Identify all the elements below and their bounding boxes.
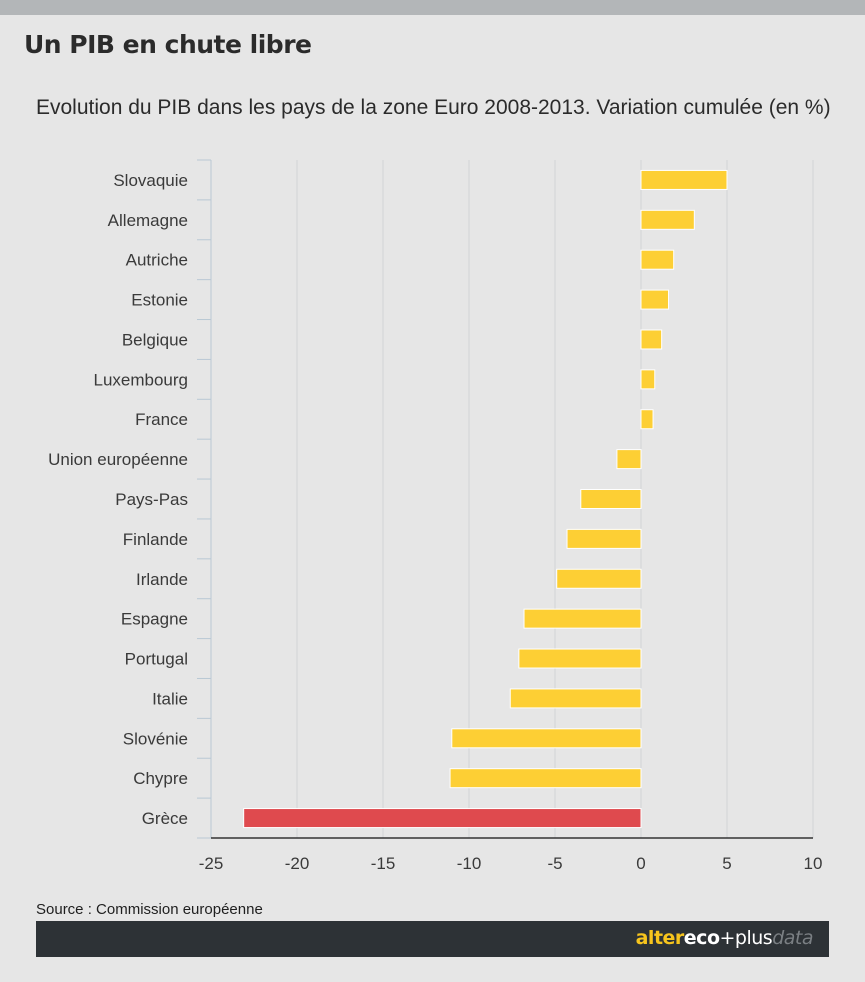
x-tick-label: -25 (199, 854, 224, 873)
category-label: Estonie (131, 291, 188, 310)
category-label: Irlande (136, 570, 188, 589)
brand-eco: eco (683, 927, 720, 949)
bar-chart: Slovaquie Allemagne Autriche Estonie Belgiqu… (48, 159, 823, 873)
bar (509, 688, 642, 709)
bar (451, 728, 642, 749)
bar (566, 528, 642, 549)
brand-data: data (772, 927, 813, 949)
brand-logo: altereco+plusdata (635, 927, 814, 949)
category-label: Belgique (122, 330, 188, 349)
brand-alter: alter (635, 927, 685, 949)
bar (640, 209, 695, 230)
x-tick-label: -15 (371, 854, 396, 873)
category-label: Grèce (142, 809, 188, 828)
brand-plus: +plus (719, 927, 773, 949)
bars (243, 169, 728, 829)
chart-subtitle: Evolution du PIB dans les pays de la zon… (36, 96, 831, 119)
category-label: Allemagne (108, 211, 188, 230)
bar (616, 449, 642, 470)
category-label: Portugal (125, 650, 188, 669)
chart-title: Un PIB en chute libre (24, 30, 312, 59)
bar (640, 249, 675, 270)
bar (243, 808, 642, 829)
category-label: Chypre (133, 769, 188, 788)
bar (640, 169, 728, 190)
category-label: Union européenne (48, 450, 188, 469)
category-label: Finlande (123, 530, 188, 549)
category-labels: Slovaquie Allemagne Autriche Estonie Belgiqu… (48, 171, 188, 828)
category-label: Espagne (121, 610, 188, 629)
bar (449, 768, 642, 789)
category-label: France (135, 410, 188, 429)
x-tick-label: -5 (547, 854, 562, 873)
x-tick-label: -20 (285, 854, 310, 873)
category-label: Slovénie (123, 729, 188, 748)
bar (640, 289, 670, 310)
bar (523, 608, 642, 629)
category-label: Italie (152, 689, 188, 708)
grid-lines (296, 160, 814, 838)
x-tick-label: -10 (457, 854, 482, 873)
x-tick-label: 0 (636, 854, 645, 873)
x-tick-labels: -25 -20 -15 -10 -5 0 5 10 (199, 854, 823, 873)
bar (640, 329, 663, 350)
bar (640, 369, 656, 390)
bar (556, 568, 642, 589)
footer-bar: altereco+plusdata (36, 921, 829, 957)
x-tick-label: 10 (804, 854, 823, 873)
source-note: Source : Commission européenne (36, 901, 263, 918)
bar (580, 489, 642, 509)
x-tick-label: 5 (722, 854, 731, 873)
category-label: Luxembourg (93, 370, 188, 389)
top-band (0, 0, 865, 15)
bar (518, 648, 642, 669)
y-axis-ticks (197, 159, 212, 839)
category-label: Pays-Pas (115, 490, 188, 509)
category-label: Autriche (126, 251, 188, 270)
category-label: Slovaquie (113, 171, 188, 190)
bar (640, 409, 654, 430)
